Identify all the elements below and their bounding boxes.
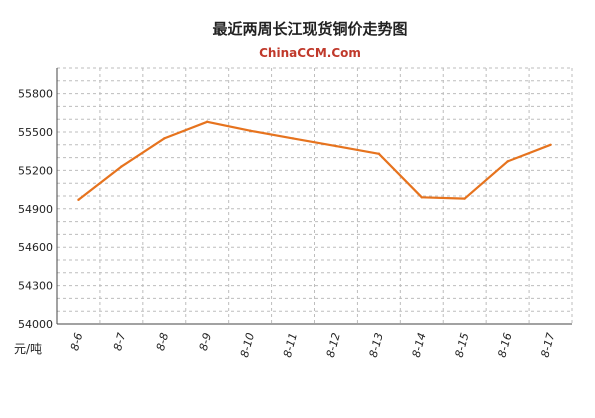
x-tick-label: 8-7	[111, 331, 128, 352]
data-point	[506, 160, 509, 163]
series-line	[77, 120, 551, 201]
grid	[57, 67, 573, 324]
data-point	[206, 120, 209, 123]
data-point	[120, 165, 123, 168]
x-tick-label: 8-17	[538, 331, 557, 358]
x-ticks: 8-6 8-7 8-8 8-9 8-10 8-11 8-12 8-13 8-14 8-15 8-16…	[68, 331, 557, 358]
x-tick-label: 8-13	[367, 331, 386, 358]
chart-title: 最近两周长江现货铜价走势图	[212, 20, 407, 38]
y-tick-label: 55200	[18, 164, 53, 177]
y-tick-label: 54000	[18, 318, 53, 331]
x-tick-label: 8-8	[154, 331, 171, 352]
y-ticks: 54000 54300 54600 54900 55200 55500 55800	[18, 88, 53, 331]
series	[77, 120, 552, 202]
x-tick-label: 8-16	[496, 331, 515, 358]
data-point	[248, 129, 252, 132]
x-tick-label: 8-11	[281, 331, 300, 358]
x-tick-label: 8-10	[238, 331, 257, 358]
data-point	[549, 143, 552, 146]
y-tick-label: 55800	[18, 88, 53, 101]
data-point	[163, 137, 166, 140]
x-tick-label: 8-12	[324, 331, 343, 358]
data-point	[463, 197, 466, 200]
data-point	[77, 198, 80, 202]
y-tick-label: 54900	[18, 203, 53, 216]
data-point	[334, 144, 338, 148]
x-tick-label: 8-14	[410, 331, 429, 358]
x-tick-label: 8-15	[453, 331, 472, 358]
chart-subtitle: ChinaCCM.Com	[259, 46, 361, 60]
data-point	[420, 196, 423, 199]
axes	[56, 68, 572, 325]
y-tick-label: 54300	[18, 280, 53, 293]
data-point	[377, 152, 381, 155]
y-tick-label: 54600	[18, 241, 53, 254]
y-tick-label: 55500	[18, 126, 53, 139]
x-tick-label: 8-9	[197, 331, 214, 352]
x-tick-label: 8-6	[68, 331, 85, 352]
y-axis-label: 元/吨	[14, 342, 42, 356]
data-point	[291, 137, 295, 140]
